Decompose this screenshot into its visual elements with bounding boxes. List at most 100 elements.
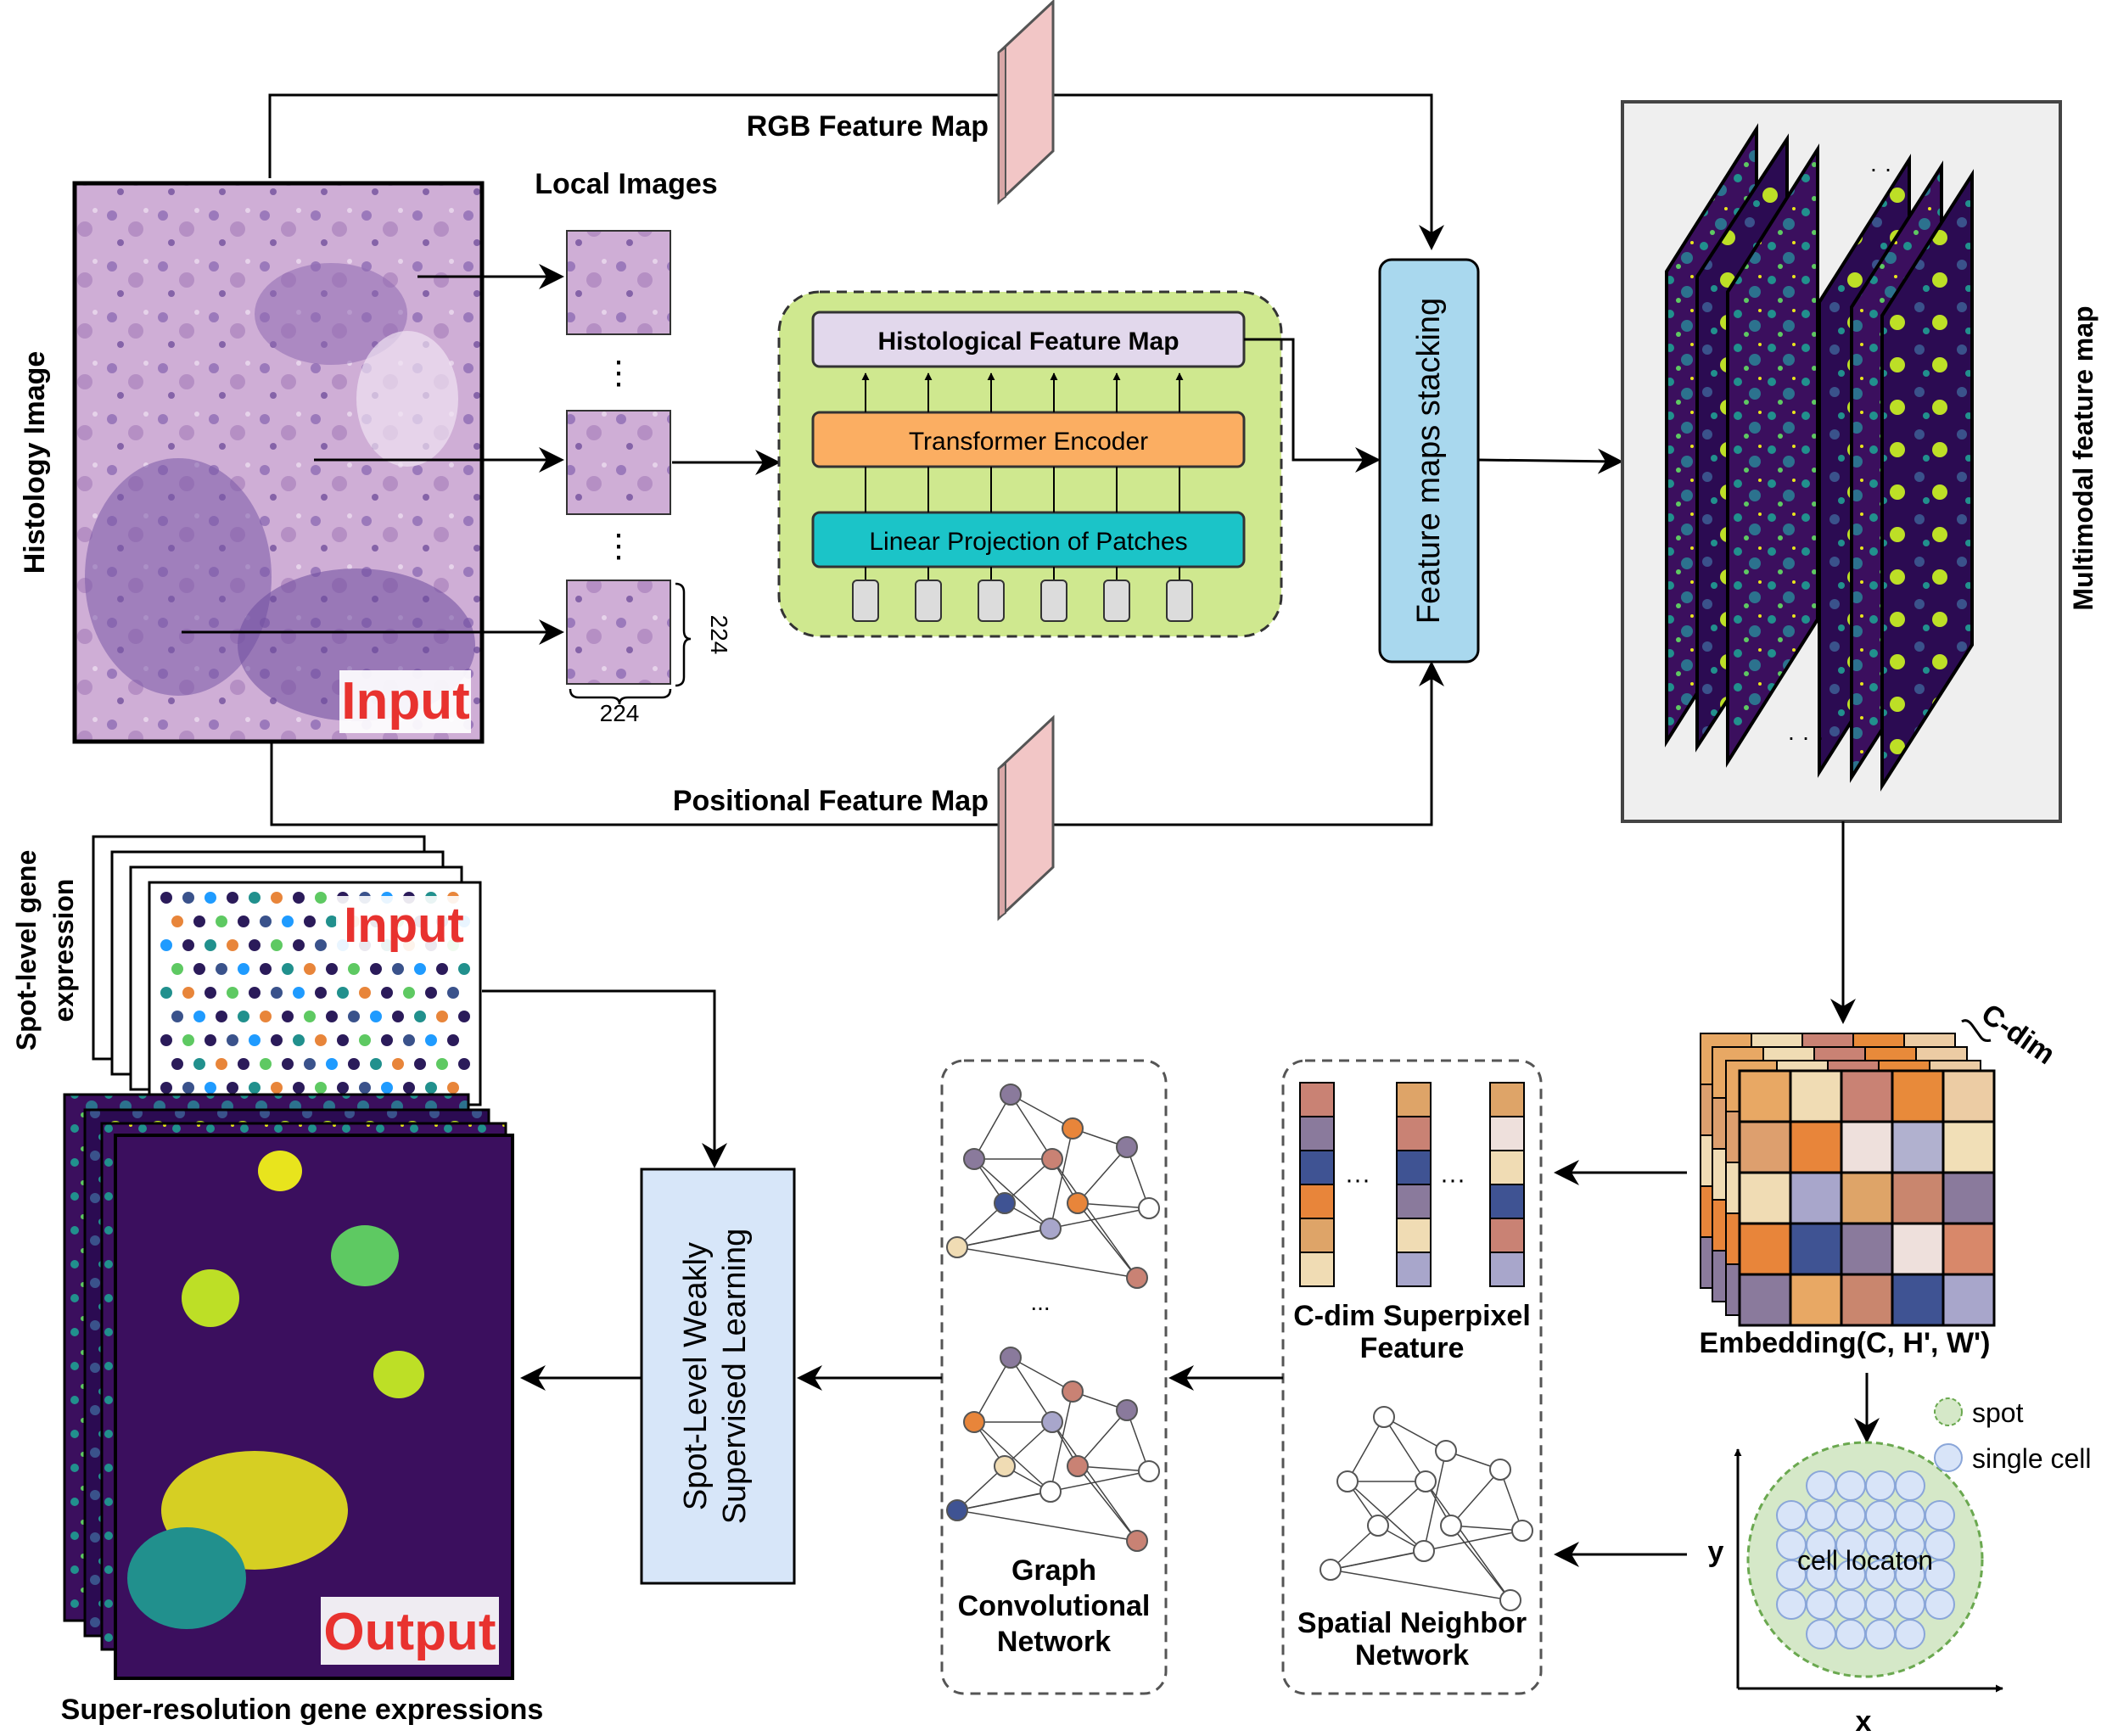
graph-node [1435,1440,1457,1462]
superpixel-cell [1396,1082,1432,1117]
spot-dot [304,963,316,975]
spot-dot [216,1011,227,1022]
embedding-cell [1789,1120,1843,1174]
spot-dot [193,1058,205,1070]
superpixel-cell [1396,1252,1432,1287]
single-cell [1865,1470,1896,1501]
multimodal-ellipsis-top: · · · [1869,155,1907,182]
graph-node [1126,1530,1148,1552]
single-cell [1925,1589,1955,1620]
embedding-cell [1942,1171,1996,1225]
spot-dot [359,1034,371,1046]
superpixel-cell [1299,1184,1335,1219]
feature-maps-stacking-label: Feature maps stacking [1411,298,1447,624]
graph-edge [1383,1416,1426,1482]
spot-dot [271,1082,283,1094]
gcn-label-line1: Graph [1011,1554,1096,1587]
single-cell [1806,1470,1836,1501]
spatial-graph [1320,1406,1533,1611]
input2-badge-bg [336,896,472,957]
graph-node [1138,1460,1160,1482]
graph-node [1062,1380,1084,1403]
graph-edge [1077,1202,1138,1279]
embedding-cell [1738,1222,1792,1276]
patch-dots-1: ⋮ [602,356,635,391]
spot-dot [315,987,327,999]
graph-edge [1450,1525,1523,1532]
spot-dot [392,963,404,975]
graph-node [1336,1470,1359,1492]
graph-node [963,1411,985,1433]
spot-dot [227,987,238,999]
superpixel-cell [1489,1184,1525,1219]
spot-dot [282,916,294,927]
spot-dot [238,963,249,975]
patch-tokens [852,580,1193,622]
transformer-encoder-label: Transformer Encoder [909,428,1148,456]
spot-dot [160,987,172,999]
spot-dot [348,963,360,975]
width-brace [569,688,672,705]
superpixel-cell [1396,1184,1432,1219]
embedding-cell [1942,1069,1996,1123]
graph-edge [1077,1465,1150,1472]
superpixel-cell [1489,1150,1525,1185]
superpixel-cell [1396,1116,1432,1151]
single-cell [1895,1619,1925,1649]
spot-dot [458,963,470,975]
spot-dot [293,1034,305,1046]
legend-cell-label: single cell [1972,1443,2092,1474]
spot-dot [293,1082,305,1094]
superpixel-dots-1: ··· [1345,1166,1370,1194]
weakly-supervised-line1: Spot-Level Weakly [678,1242,714,1510]
single-cells [1776,1470,1955,1649]
embedding-cell [1789,1222,1843,1276]
graph-node [1000,1084,1022,1106]
spot-dot [249,987,261,999]
output-badge-bg [321,1597,499,1665]
spot-dot [447,1034,459,1046]
embedding-cube [1700,1033,1996,1327]
spot-dot [458,1011,470,1022]
spot-dot [238,1058,249,1070]
superpixel-dots-2: ··· [1440,1166,1465,1194]
spot-dot [425,987,437,999]
super-resolution-label: Super-resolution gene expressions [61,1694,544,1726]
graph-edge [1077,1202,1150,1209]
single-cell [1776,1589,1807,1620]
embedding-cell [1840,1273,1894,1327]
spot-dot [282,1058,294,1070]
graph-node [1000,1347,1022,1369]
graph-edge [1423,1450,1447,1552]
single-cell [1895,1470,1925,1501]
graph-node [1367,1515,1389,1537]
histology-input-label: Input [341,672,470,731]
spot-dot [381,987,393,999]
spot-dot [458,1058,470,1070]
superpixel-label-line1: C-dim Superpixel [1293,1300,1531,1332]
multimodal-feature-map-label: Multimodal feature map [2068,305,2098,610]
single-cell [1776,1500,1807,1531]
rgb-feature-map-label: RGB Feature Map [747,110,989,143]
spot-dot [182,939,194,951]
spot-dot [282,963,294,975]
graph-node [946,1236,968,1258]
spatial-label-line1: Spatial Neighbor [1297,1607,1527,1639]
spot-dot [381,1082,393,1094]
legend-spot-marker [1934,1397,1963,1426]
spot-dot [260,1058,272,1070]
spot-dot [193,916,205,927]
graph-edge [956,1246,1138,1279]
local-images-label: Local Images [535,168,717,200]
graph-node [1415,1470,1437,1492]
gcn-label-line2: Convolutional [958,1590,1151,1622]
local-patch-bottom [566,580,671,685]
graph-edge [1077,1409,1128,1467]
spot-dot [381,1034,393,1046]
spot-circle [1746,1441,1984,1678]
embedding-cell [1738,1273,1792,1327]
graph-node [1499,1589,1521,1611]
graph-node [1067,1455,1089,1477]
spot-level-label-line1: Spot-level gene [11,850,42,1051]
